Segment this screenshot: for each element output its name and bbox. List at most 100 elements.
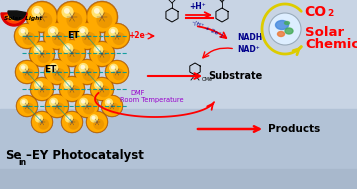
Bar: [0, 109, 357, 189]
Circle shape: [82, 68, 95, 81]
Circle shape: [74, 23, 100, 49]
Circle shape: [36, 12, 52, 28]
Circle shape: [30, 77, 54, 101]
Text: Solar  Light: Solar Light: [4, 16, 42, 21]
Circle shape: [86, 1, 118, 33]
Circle shape: [105, 98, 113, 107]
Circle shape: [101, 95, 123, 117]
Circle shape: [59, 76, 85, 102]
Circle shape: [29, 41, 55, 67]
Circle shape: [94, 8, 100, 14]
Circle shape: [38, 119, 49, 130]
Circle shape: [93, 119, 104, 130]
Ellipse shape: [285, 28, 293, 34]
Circle shape: [31, 78, 53, 100]
Wedge shape: [8, 11, 26, 20]
Circle shape: [91, 78, 113, 100]
Circle shape: [60, 77, 84, 101]
Circle shape: [64, 80, 73, 90]
Circle shape: [98, 85, 110, 97]
Wedge shape: [8, 13, 20, 20]
Circle shape: [73, 22, 101, 50]
Circle shape: [23, 103, 34, 114]
Circle shape: [19, 64, 28, 73]
Text: +2e⁻: +2e⁻: [128, 32, 149, 40]
Circle shape: [109, 64, 118, 73]
Circle shape: [78, 26, 89, 37]
Text: ET: ET: [67, 32, 79, 40]
Circle shape: [16, 95, 38, 117]
Text: CO: CO: [304, 5, 326, 19]
Circle shape: [64, 8, 70, 14]
Circle shape: [109, 27, 118, 37]
Circle shape: [80, 65, 85, 69]
Circle shape: [87, 112, 107, 132]
Circle shape: [22, 32, 35, 45]
Circle shape: [56, 1, 88, 33]
Text: -(H⁺ + 2e⁻): -(H⁺ + 2e⁻): [191, 19, 223, 39]
Circle shape: [61, 111, 83, 133]
Circle shape: [106, 61, 128, 83]
Circle shape: [104, 23, 130, 49]
Circle shape: [57, 2, 87, 32]
Circle shape: [44, 59, 70, 85]
Text: NADH: NADH: [237, 33, 262, 43]
Circle shape: [16, 61, 38, 83]
Circle shape: [37, 50, 50, 63]
Circle shape: [97, 50, 110, 63]
Circle shape: [75, 94, 99, 118]
Text: Se: Se: [5, 149, 21, 162]
Text: S: S: [219, 0, 223, 2]
Circle shape: [19, 27, 28, 37]
Text: DMF: DMF: [130, 90, 144, 96]
Circle shape: [20, 98, 28, 107]
Text: –EY Photocatalyst: –EY Photocatalyst: [26, 149, 144, 162]
Text: in: in: [18, 158, 26, 167]
Circle shape: [91, 116, 95, 120]
Circle shape: [86, 111, 108, 133]
Circle shape: [111, 65, 115, 70]
Circle shape: [67, 85, 80, 98]
Circle shape: [79, 63, 88, 73]
Circle shape: [80, 28, 85, 33]
Circle shape: [87, 2, 117, 32]
Circle shape: [52, 32, 66, 46]
Circle shape: [91, 6, 104, 18]
Circle shape: [96, 47, 100, 51]
Circle shape: [34, 8, 40, 14]
Circle shape: [94, 45, 103, 55]
Circle shape: [68, 119, 79, 130]
Circle shape: [74, 59, 100, 85]
Circle shape: [96, 82, 100, 87]
Circle shape: [53, 102, 65, 114]
Circle shape: [45, 60, 69, 84]
Circle shape: [23, 68, 35, 80]
Circle shape: [45, 94, 69, 118]
Circle shape: [30, 42, 54, 66]
Text: ET: ET: [44, 64, 56, 74]
Text: Substrate: Substrate: [208, 71, 262, 81]
Circle shape: [111, 29, 115, 33]
Circle shape: [59, 40, 85, 66]
Circle shape: [67, 49, 81, 63]
Circle shape: [31, 6, 44, 18]
Bar: [0, 169, 357, 189]
Circle shape: [96, 12, 112, 28]
Ellipse shape: [285, 22, 290, 25]
Ellipse shape: [277, 32, 285, 36]
Circle shape: [46, 95, 68, 117]
Circle shape: [79, 98, 88, 107]
Circle shape: [105, 24, 129, 48]
Circle shape: [32, 112, 52, 132]
Circle shape: [81, 99, 85, 104]
Circle shape: [36, 82, 40, 87]
Circle shape: [49, 98, 58, 107]
Circle shape: [76, 95, 98, 117]
Circle shape: [14, 23, 40, 49]
Circle shape: [113, 68, 125, 80]
Text: Solar: Solar: [305, 26, 344, 39]
Circle shape: [21, 65, 25, 70]
Circle shape: [112, 32, 125, 45]
Circle shape: [52, 68, 65, 81]
Circle shape: [36, 116, 40, 120]
